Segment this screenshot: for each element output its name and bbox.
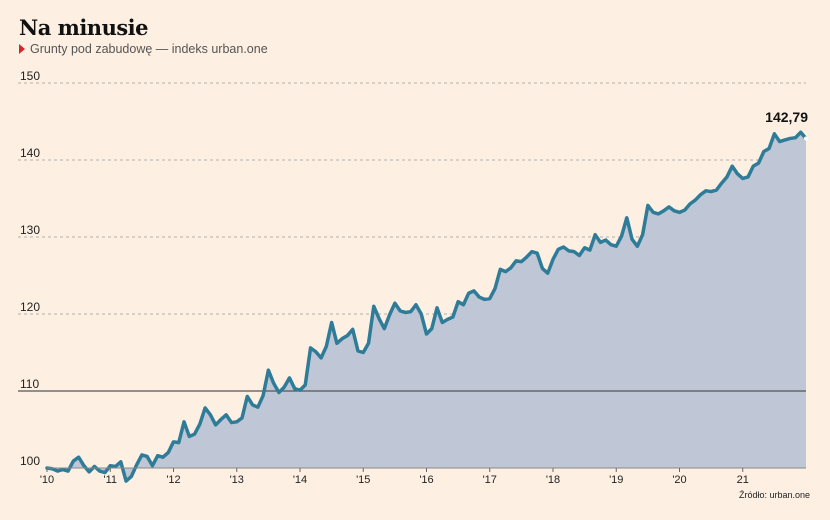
source-note: Źródło: urban.one [738,490,810,500]
y-tick-label: 100 [20,454,40,468]
x-tick-label: 21 [737,474,749,486]
x-tick-label: '17 [483,474,497,486]
x-tick-label: '14 [293,474,307,486]
x-tick-label: '19 [609,474,623,486]
y-tick-label: 120 [20,300,40,314]
annotations: 142,79 [765,109,808,141]
y-tick-label: 130 [20,223,40,237]
red-triangle-icon [19,44,25,54]
x-tick-label: '20 [672,474,686,486]
last-value-label: 142,79 [765,109,808,125]
chart-title: Na minusie [19,15,149,40]
x-tick-label: '18 [546,474,560,486]
x-tick-label: '12 [166,474,180,486]
axis-labels: 100 110 120 130 140 150 '10 '11 '12 '13 '14 '15 '16 '… [20,69,806,486]
x-tick-label: '11 [103,474,117,486]
area-fill [47,132,806,482]
subtitle-text: Grunty pod zabudowę — indeks urban.one [30,42,268,56]
x-tick-label: '10 [40,474,54,486]
x-tick-label: '13 [230,474,244,486]
last-point-marker [804,136,808,141]
y-tick-label: 150 [20,69,40,83]
y-tick-label: 110 [20,377,39,391]
x-tick-label: '15 [356,474,370,486]
y-tick-label: 140 [20,146,40,160]
series-line [45,130,808,483]
chart-subtitle: Grunty pod zabudowę — indeks urban.one [19,42,268,56]
x-tick-label: '16 [419,474,433,486]
